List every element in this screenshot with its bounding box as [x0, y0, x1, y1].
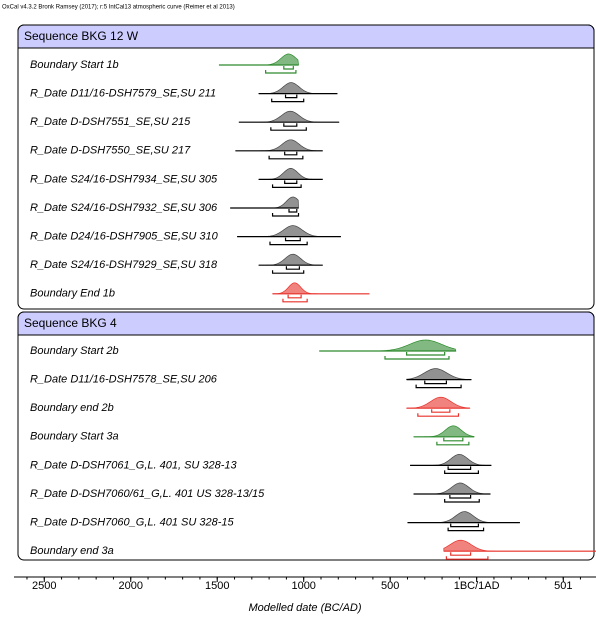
- row-label: Boundary Start 2b: [30, 345, 119, 357]
- group-title: Sequence BKG 4: [24, 316, 117, 330]
- row-label: Boundary Start 1b: [30, 59, 119, 71]
- group-header: [17, 24, 595, 49]
- hpd95-bracket: [384, 356, 450, 360]
- hpd68-bracket: [406, 352, 446, 356]
- row-label: Boundary end 2b: [30, 402, 114, 414]
- hpd68-bracket: [284, 180, 298, 184]
- hpd68-bracket: [443, 437, 464, 442]
- density: [406, 396, 471, 409]
- row-label: R_Date D-DSH7550_SE,SU 217: [30, 145, 191, 157]
- hpd95-bracket: [265, 70, 297, 74]
- hpd68-bracket: [284, 94, 298, 99]
- row-label: Boundary End 1b: [30, 288, 115, 300]
- x-tick-label: 2000: [119, 580, 143, 592]
- x-tick-label: 500: [381, 580, 399, 592]
- hpd95-bracket: [269, 241, 308, 246]
- hpd95-bracket: [271, 270, 305, 274]
- hpd68-bracket: [424, 380, 447, 385]
- row-label: R_Date S24/16-DSH7929_SE,SU 318: [30, 259, 218, 271]
- x-tick-label: 1BC/1AD: [454, 580, 500, 592]
- hpd68-bracket: [283, 123, 298, 127]
- hpd68-bracket: [284, 237, 301, 242]
- hpd68-bracket: [288, 209, 298, 213]
- row-label: R_Date D-DSH7061_G,L. 401, SU 328-13: [30, 459, 238, 471]
- group-header: [17, 311, 595, 336]
- hpd68-bracket: [285, 266, 300, 270]
- hpd68-bracket: [447, 466, 472, 470]
- row-label: Boundary Start 3a: [30, 431, 119, 443]
- hpd68-bracket: [449, 495, 472, 499]
- row-label: R_Date S24/16-DSH7932_SE,SU 306: [30, 202, 218, 214]
- hpd95-bracket: [444, 499, 480, 503]
- row-label: R_Date D11/16-DSH7579_SE,SU 211: [30, 88, 216, 100]
- x-axis-label: Modelled date (BC/AD): [248, 602, 361, 614]
- x-tick-label: 501: [554, 580, 572, 592]
- hpd68-bracket: [284, 151, 298, 156]
- hpd95-bracket: [282, 298, 308, 303]
- row-label: Boundary end 3a: [30, 545, 114, 557]
- x-tick-label: 2500: [32, 580, 56, 592]
- hpd95-bracket: [415, 384, 462, 389]
- hpd95-bracket: [447, 527, 485, 532]
- hpd68-bracket: [431, 409, 451, 413]
- hpd95-bracket: [270, 127, 307, 131]
- density: [406, 368, 472, 380]
- hpd95-bracket: [271, 98, 305, 103]
- hpd95-bracket: [445, 556, 489, 560]
- hpd95-bracket: [271, 184, 302, 188]
- hpd68-bracket: [283, 66, 294, 70]
- header: OxCal v4.3.2 Bronk Ramsey (2017); r:5 In…: [2, 5, 235, 11]
- hpd95-bracket: [268, 155, 304, 160]
- row-label: R_Date D-DSH7551_SE,SU 215: [30, 116, 191, 128]
- x-tick-label: 1500: [205, 580, 229, 592]
- hpd95-bracket: [436, 441, 470, 446]
- group-title: Sequence BKG 12 W: [24, 29, 139, 43]
- hpd68-bracket: [450, 552, 472, 556]
- x-tick-label: 1000: [291, 580, 315, 592]
- hpd68-bracket: [287, 294, 302, 299]
- row-label: R_Date D11/16-DSH7578_SE,SU 206: [30, 374, 218, 386]
- row-label: R_Date S24/16-DSH7934_SE,SU 305: [30, 173, 218, 185]
- hpd95-bracket: [444, 470, 479, 474]
- hpd95-bracket: [271, 213, 300, 217]
- hpd68-bracket: [450, 523, 479, 528]
- hpd95-bracket: [417, 413, 460, 417]
- row-label: R_Date D-DSH7060_G,L. 401 SU 328-15: [30, 517, 234, 529]
- row-label: R_Date D24/16-DSH7905_SE,SU 310: [30, 231, 219, 243]
- row-label: R_Date D-DSH7060/61_G,L. 401 US 328-13/1…: [30, 488, 265, 500]
